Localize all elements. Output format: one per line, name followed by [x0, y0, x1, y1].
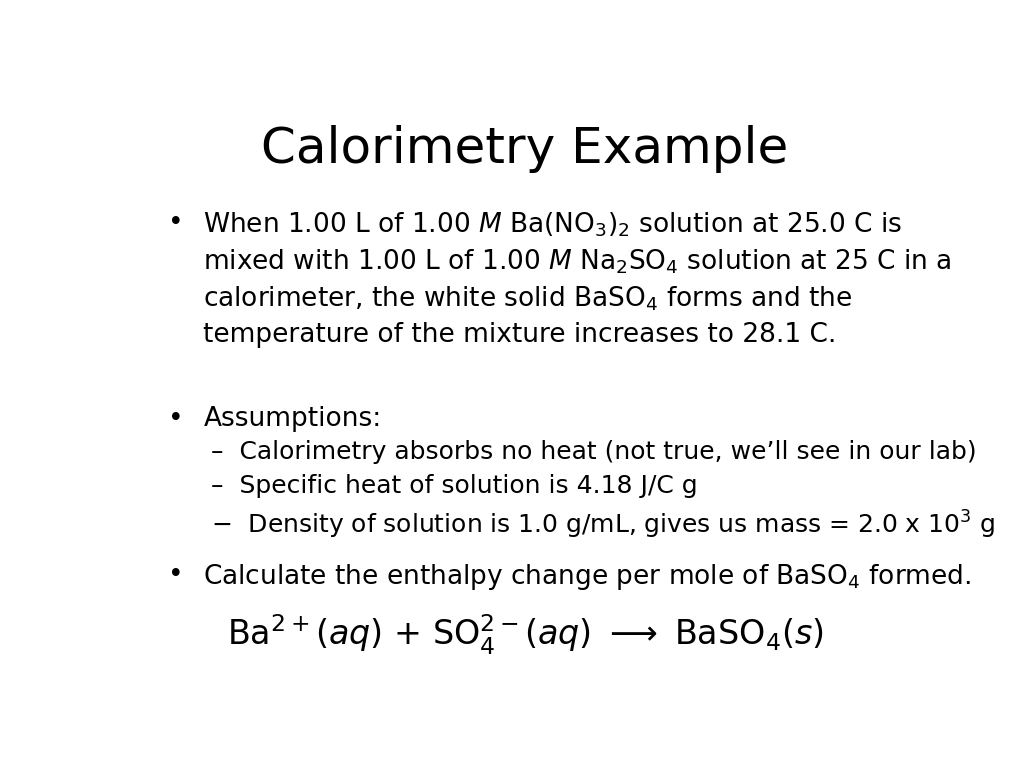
Text: –  Calorimetry absorbs no heat (not true, we’ll see in our lab): – Calorimetry absorbs no heat (not true,…	[211, 440, 977, 464]
Text: •: •	[168, 562, 183, 588]
Text: •: •	[168, 210, 183, 237]
Text: temperature of the mixture increases to 28.1 C.: temperature of the mixture increases to …	[204, 323, 837, 348]
Text: Calculate the enthalpy change per mole of BaSO$_4$ formed.: Calculate the enthalpy change per mole o…	[204, 562, 972, 592]
Text: mixed with 1.00 L of 1.00 $\it{M}$ Na$_2$SO$_4$ solution at 25 C in a: mixed with 1.00 L of 1.00 $\it{M}$ Na$_2…	[204, 248, 952, 276]
Text: calorimeter, the white solid BaSO$_4$ forms and the: calorimeter, the white solid BaSO$_4$ fo…	[204, 285, 853, 313]
Text: Assumptions:: Assumptions:	[204, 406, 382, 432]
Text: When 1.00 L of 1.00 $\it{M}$ Ba(NO$_3$)$_2$ solution at 25.0 C is: When 1.00 L of 1.00 $\it{M}$ Ba(NO$_3$)$…	[204, 210, 902, 239]
Text: $\mathrm{Ba^{2+}}$$(aq)$ + $\mathrm{SO_4^{2-}}$$(aq)$ $\longrightarrow$ $\mathrm: $\mathrm{Ba^{2+}}$$(aq)$ + $\mathrm{SO_4…	[226, 613, 823, 657]
Text: $-$  Density of solution is 1.0 g/mL, gives us mass = 2.0 x 10$^3$ g: $-$ Density of solution is 1.0 g/mL, giv…	[211, 508, 995, 541]
Text: Calorimetry Example: Calorimetry Example	[261, 124, 788, 173]
Text: •: •	[168, 406, 183, 432]
Text: –  Specific heat of solution is 4.18 J/C g: – Specific heat of solution is 4.18 J/C …	[211, 474, 698, 498]
